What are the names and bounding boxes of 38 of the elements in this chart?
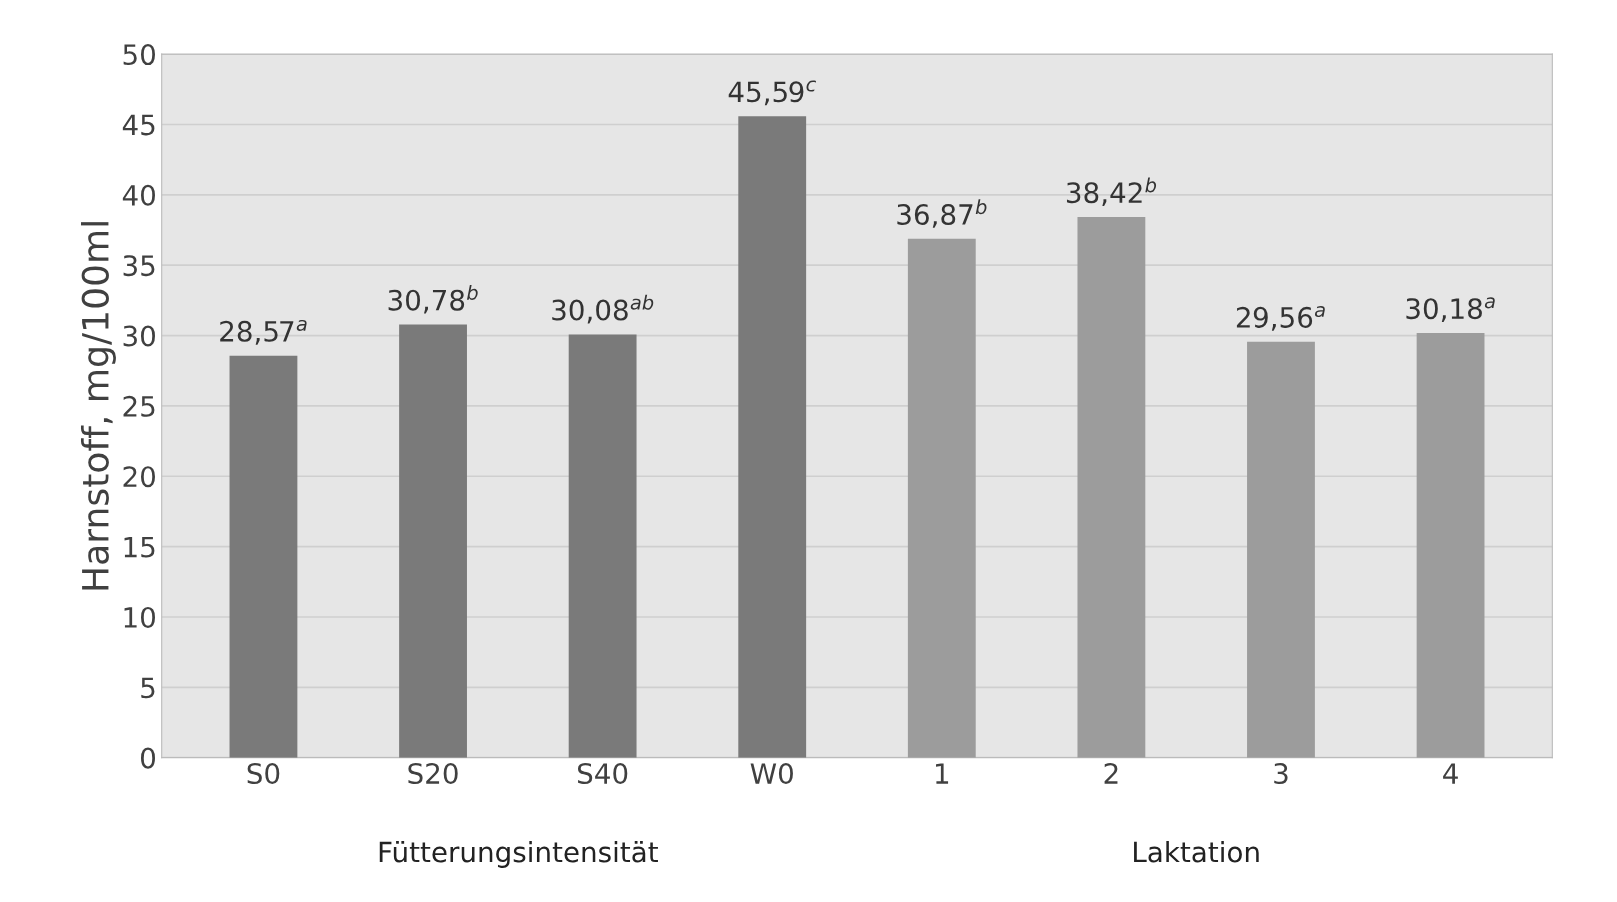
x-tick-label: W0: [750, 763, 793, 785]
y-tick-label: 20: [123, 466, 155, 488]
y-tick-label: 25: [123, 395, 155, 417]
data-label: 29,56$^{a}$: [1236, 305, 1325, 331]
x-tick-label: 1: [936, 763, 949, 784]
bar: [399, 324, 467, 758]
bar: [1077, 217, 1146, 758]
y-tick-label: 45: [122, 114, 155, 136]
bar: [1247, 341, 1315, 758]
y-axis-title: Harnstoff, mg/100ml: [80, 222, 116, 590]
bar: [907, 238, 976, 758]
y-tick-label: 35: [123, 255, 155, 277]
text: Fütterungsintensität: [379, 841, 658, 868]
y-tick-label: 50: [123, 44, 155, 66]
bar: [738, 116, 807, 758]
x-tick-label: 3: [1274, 763, 1288, 785]
data-label: 45,59$^{c}$: [728, 80, 817, 106]
y-tick-label: 5: [141, 677, 155, 699]
x-tick-label: 4: [1443, 763, 1458, 784]
x-tick-label: S0: [247, 763, 280, 785]
data-label: 38,42$^{b}$: [1066, 177, 1157, 207]
data-label: 36,87$^{b}$: [897, 199, 987, 228]
x-tick-label: S40: [577, 763, 628, 785]
data-label: 30,78$^{b}$: [388, 284, 478, 314]
y-tick-label: 0: [141, 747, 155, 769]
bar: [1416, 333, 1485, 758]
data-label: 30,18$^{a}$: [1406, 297, 1495, 322]
y-tick-label: 10: [124, 606, 155, 628]
text: Laktation: [1134, 841, 1259, 863]
x-tick-label: 2: [1104, 763, 1118, 784]
y-tick-label: 30: [123, 325, 155, 347]
data-label: 28,57$^{a}$: [220, 319, 307, 345]
y-tick-label: 40: [122, 184, 155, 206]
bar: [229, 355, 298, 758]
y-tick-label: 15: [124, 536, 155, 558]
x-tick-label: S20: [408, 763, 458, 785]
data-label: 30,08$^{ab}$: [552, 294, 654, 324]
bar: [568, 334, 637, 758]
